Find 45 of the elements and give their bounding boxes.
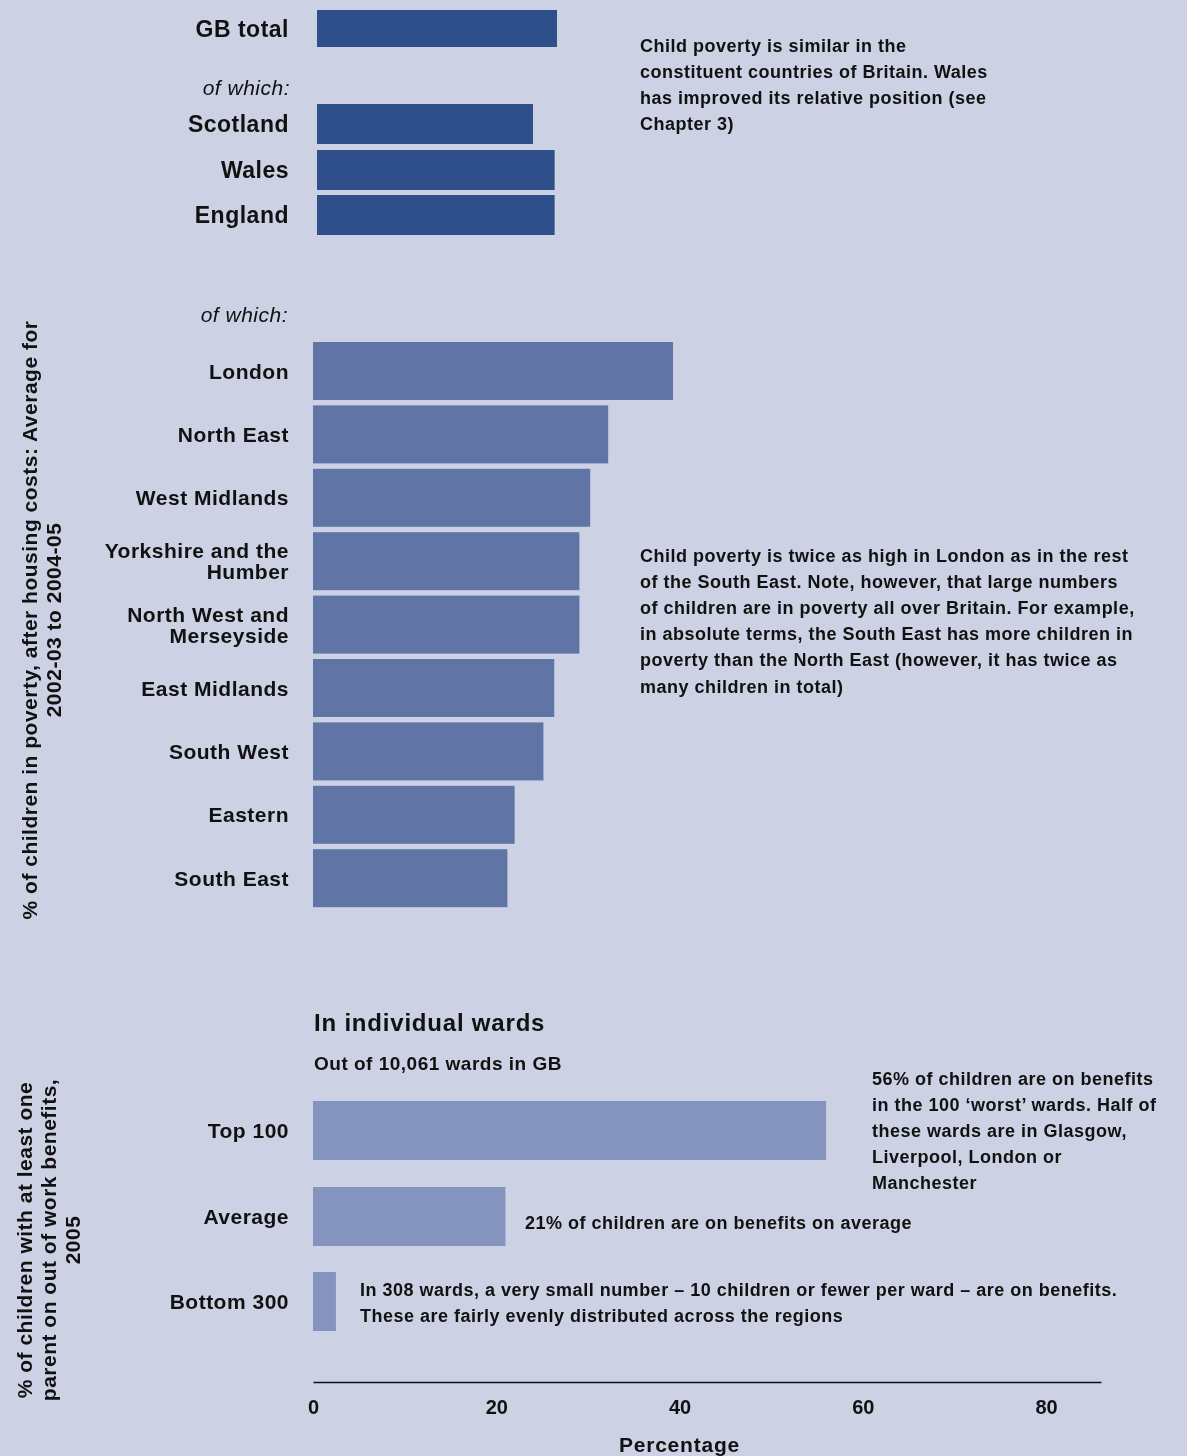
bar (313, 849, 508, 908)
bar (313, 659, 555, 717)
bar (313, 1272, 336, 1331)
y-axis-title: % of children in poverty, after housing costs: Average for 2002-03 to 2004-05 (18, 320, 65, 920)
y-tick-label: Eastern (208, 803, 289, 827)
text: of which: (200, 303, 288, 326)
bar (313, 722, 544, 781)
bar (313, 785, 515, 844)
y-tick-label: London (209, 359, 289, 383)
text: of which: (202, 76, 290, 99)
y-tick-label: England (194, 202, 289, 229)
x-axis-title: Percentage (618, 1433, 741, 1456)
y-tick-label: West Midlands (135, 486, 289, 510)
annotation: 56% of children are on benefits in the 100 ‘worst’ wards. Half of these wards are in Glasgow, Liverpool, London or Manchester (872, 1069, 1158, 1194)
annotation: 21% of children are on benefits on average (525, 1213, 913, 1233)
y-tick-label: South East (174, 866, 289, 890)
x-tick-label: 60 (852, 1396, 875, 1419)
y-axis-title: % of children with at least one parent on out of work benefits, 2005 (13, 1078, 84, 1402)
chart-subtitle: Out of 10,061 wards in GB (314, 1053, 562, 1074)
bar (313, 1101, 827, 1160)
y-tick-label: Bottom 300 (169, 1290, 289, 1314)
y-tick-label: South West (168, 739, 289, 763)
chart-title: In individual wards (314, 1009, 546, 1036)
x-tick-label: 0 (307, 1396, 320, 1419)
bar (313, 532, 580, 591)
x-tick-label: 40 (668, 1396, 692, 1419)
bar (313, 1187, 506, 1246)
y-tick-label: East Midlands (141, 676, 289, 700)
y-tick-label: Top 100 (207, 1119, 289, 1143)
x-tick-label: 20 (485, 1396, 508, 1419)
y-tick-label: Wales (220, 157, 289, 184)
bar (313, 595, 580, 654)
y-tick-label: North East (177, 422, 289, 446)
y-tick-label: Average (203, 1205, 289, 1229)
y-tick-label: North West and Merseyside (127, 602, 289, 647)
y-tick-label: Yorkshire and the Humber (104, 539, 289, 584)
y-tick-label: GB total (195, 15, 289, 42)
y-tick-label: Scotland (187, 111, 289, 138)
bar (313, 468, 591, 527)
annotation: In 308 wards, a very small number – 10 children or fewer per ward – are on benefits. These are fairly evenly distributed across the regions (360, 1280, 1118, 1327)
bar (313, 405, 609, 464)
text: Child poverty is similar in the constituent countries of Britain. Wales has improved its relative position (see Chapter 3) (640, 36, 988, 135)
annotation: Child poverty is twice as high in London as in the rest of the South East. Note, however, that large numbers of children are in poverty all over Britain. For example, in absolute terms, the South East has more children in poverty than the North East (however, it has twice as many children in total) (640, 546, 1135, 697)
x-tick-label: 80 (1035, 1396, 1058, 1419)
bar (313, 342, 673, 400)
